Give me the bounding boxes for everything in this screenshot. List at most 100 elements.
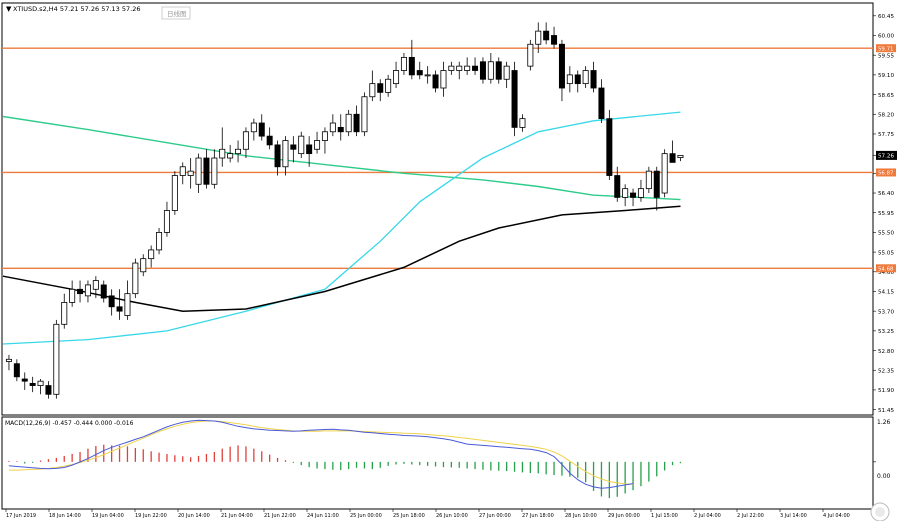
candle (140, 254, 147, 277)
candle (84, 280, 91, 303)
candle-body (211, 157, 218, 185)
candle-body (416, 70, 423, 76)
candle (543, 22, 550, 45)
candle-body (535, 30, 542, 45)
candle (551, 26, 558, 49)
candle-body (503, 65, 510, 80)
candle-body (369, 83, 376, 98)
candle-body (637, 188, 644, 198)
price-axis-label: 55.50 (878, 231, 894, 237)
candle-body (661, 153, 668, 194)
price-axis-label: 52.80 (878, 349, 894, 355)
candle (377, 79, 384, 102)
candle-body (479, 61, 486, 80)
time-axis-label: 17 Jun 2019 (6, 513, 36, 519)
macd-axis-zero: 0.00 (877, 473, 891, 480)
candle (456, 61, 463, 80)
symbol-triangle-icon[interactable]: ▼ (6, 5, 12, 13)
candle-body (551, 35, 558, 45)
candle (614, 166, 621, 202)
candle (487, 53, 494, 84)
candle-body (116, 306, 123, 312)
candle-body (140, 258, 147, 273)
candle-body (92, 280, 99, 290)
candle (242, 127, 249, 159)
time-axis-label: 28 Jun 10:00 (565, 513, 597, 519)
candle-body (590, 70, 597, 89)
candle-body (45, 385, 52, 395)
candle-body (519, 118, 526, 128)
candle-body (400, 56, 407, 71)
ma-green-line (2, 115, 681, 201)
horizontal-levels: 59.71 56.87 54.68 (2, 44, 896, 272)
price-axis-label: 57.75 (878, 132, 894, 138)
candle-body (582, 70, 589, 85)
candle-body (314, 140, 321, 150)
candle (45, 381, 52, 399)
candle-body (258, 122, 265, 137)
candle-body (77, 288, 84, 295)
candle (345, 109, 352, 137)
candle-body (179, 166, 186, 176)
candle (156, 228, 163, 255)
candle (630, 188, 637, 207)
candle-body (242, 131, 249, 150)
time-axis-label: 4 Jul 04:00 (823, 513, 850, 519)
candle (235, 140, 242, 163)
candle (472, 57, 479, 75)
candle-body (566, 74, 573, 85)
candle (574, 70, 581, 93)
candle (37, 378, 44, 395)
candle (385, 74, 392, 97)
candle (148, 245, 155, 268)
daily-chart-button[interactable] (161, 6, 191, 20)
candle (606, 109, 613, 180)
price-axis-label: 53.70 (878, 309, 894, 315)
candle-body (100, 284, 107, 299)
candle (448, 61, 455, 75)
candle-body (250, 122, 257, 133)
main-frame (1, 2, 874, 416)
price-axis-label: 51.45 (878, 408, 894, 414)
candle (53, 319, 60, 399)
macd-frame (1, 416, 874, 510)
candle-body (219, 148, 226, 159)
candle (211, 149, 218, 189)
candle-body (645, 170, 652, 190)
time-axis-label: 20 Jun 14:00 (178, 513, 210, 519)
candle-body (653, 170, 660, 198)
candle-body (282, 140, 289, 168)
daily-chart-button-label[interactable]: 日线图 (167, 9, 187, 18)
price-axis-label: 60.00 (878, 34, 894, 40)
candle-body (337, 126, 344, 133)
candle (393, 61, 400, 89)
price-axis-label: 55.05 (878, 250, 894, 256)
candle (321, 127, 328, 154)
candle-body (393, 70, 400, 85)
time-axis-label: 2 Jul 22:00 (737, 513, 764, 519)
price-axis-label: 54.60 (878, 270, 894, 276)
candle-body (630, 192, 637, 198)
candle (282, 136, 289, 176)
candlesticks (5, 22, 684, 399)
time-axis-label: 24 Jun 11:00 (307, 513, 339, 519)
time-axis-label: 27 Jun 00:00 (479, 513, 511, 519)
candle-body (614, 175, 621, 198)
candle-body (669, 153, 676, 163)
candle (100, 280, 107, 303)
candle (163, 201, 170, 237)
candle (408, 39, 415, 80)
candle (195, 153, 202, 194)
candle (677, 154, 684, 162)
candle (416, 61, 423, 80)
candle-body (53, 323, 60, 395)
candle (329, 114, 336, 137)
level-tag-label: 56.87 (878, 171, 893, 177)
candle-body (424, 74, 431, 77)
time-axis-label: 2 Jul 04:00 (694, 513, 721, 519)
candle-body (108, 295, 115, 308)
candle-body (527, 43, 534, 67)
candle (653, 166, 660, 211)
candle (598, 79, 605, 124)
candle-body (156, 232, 163, 251)
